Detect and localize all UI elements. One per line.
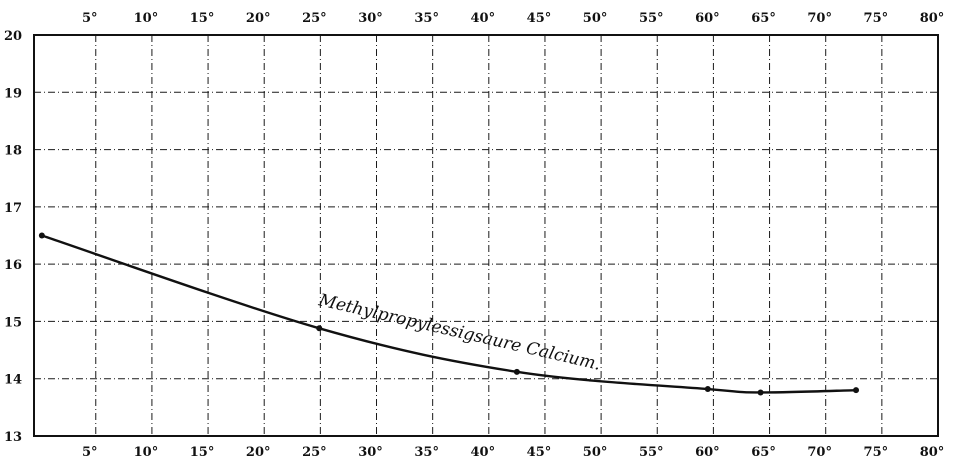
data-point-3 bbox=[705, 386, 711, 392]
bottom-tick-label: 75° bbox=[864, 445, 889, 460]
y-axis-tick-labels: 13 14 15 16 17 18 19 20 bbox=[4, 29, 22, 445]
data-points bbox=[39, 233, 859, 396]
y-tick-label: 19 bbox=[4, 86, 22, 101]
top-tick-label: 5° bbox=[82, 11, 98, 26]
top-tick-label: 40° bbox=[471, 11, 496, 26]
top-axis-tick-labels: 5° 10° 15° 20° 25° 30° 35° 40° 45° 50° 55° 60° 65° 70… bbox=[82, 11, 944, 26]
data-point-0 bbox=[39, 233, 45, 239]
top-tick-label: 75° bbox=[864, 11, 889, 26]
top-tick-label: 50° bbox=[583, 11, 608, 26]
grid-lines bbox=[34, 35, 938, 436]
bottom-tick-label: 55° bbox=[639, 445, 664, 460]
bottom-tick-label: 45° bbox=[527, 445, 552, 460]
top-tick-label: 55° bbox=[639, 11, 664, 26]
top-tick-label: 15° bbox=[190, 11, 215, 26]
bottom-tick-label: 80° bbox=[920, 445, 945, 460]
y-tick-label: 18 bbox=[4, 144, 22, 159]
bottom-tick-label: 25° bbox=[302, 445, 327, 460]
bottom-tick-label: 20° bbox=[246, 445, 271, 460]
top-tick-label: 70° bbox=[807, 11, 832, 26]
bottom-tick-label: 70° bbox=[807, 445, 832, 460]
bottom-tick-label: 5° bbox=[82, 445, 98, 460]
bottom-tick-label: 15° bbox=[190, 445, 215, 460]
top-tick-label: 10° bbox=[134, 11, 159, 26]
bottom-tick-label: 50° bbox=[583, 445, 608, 460]
top-tick-label: 30° bbox=[358, 11, 383, 26]
plot-frame bbox=[34, 35, 938, 436]
top-tick-label: 35° bbox=[414, 11, 439, 26]
data-point-5 bbox=[853, 387, 859, 393]
top-tick-label: 45° bbox=[527, 11, 552, 26]
bottom-tick-label: 10° bbox=[134, 445, 159, 460]
bottom-tick-label: 65° bbox=[751, 445, 776, 460]
bottom-tick-label: 40° bbox=[471, 445, 496, 460]
bottom-tick-label: 60° bbox=[695, 445, 720, 460]
data-point-1 bbox=[316, 325, 322, 331]
y-tick-label: 20 bbox=[4, 29, 22, 44]
top-tick-label: 65° bbox=[751, 11, 776, 26]
top-tick-label: 80° bbox=[920, 11, 945, 26]
y-tick-label: 15 bbox=[4, 315, 22, 330]
y-tick-label: 16 bbox=[4, 258, 22, 273]
top-tick-label: 60° bbox=[695, 11, 720, 26]
y-tick-label: 14 bbox=[4, 373, 22, 388]
y-tick-label: 17 bbox=[4, 201, 22, 216]
data-point-4 bbox=[758, 389, 764, 395]
bottom-tick-label: 30° bbox=[358, 445, 383, 460]
bottom-axis-tick-labels: 5° 10° 15° 20° 25° 30° 35° 40° 45° 50° 55° 60° 65° 70… bbox=[82, 445, 944, 460]
bottom-tick-label: 35° bbox=[414, 445, 439, 460]
top-tick-label: 20° bbox=[246, 11, 271, 26]
series-line-calcium bbox=[42, 236, 856, 393]
data-point-2 bbox=[514, 369, 520, 375]
y-tick-label: 13 bbox=[4, 430, 22, 445]
top-tick-label: 25° bbox=[302, 11, 327, 26]
